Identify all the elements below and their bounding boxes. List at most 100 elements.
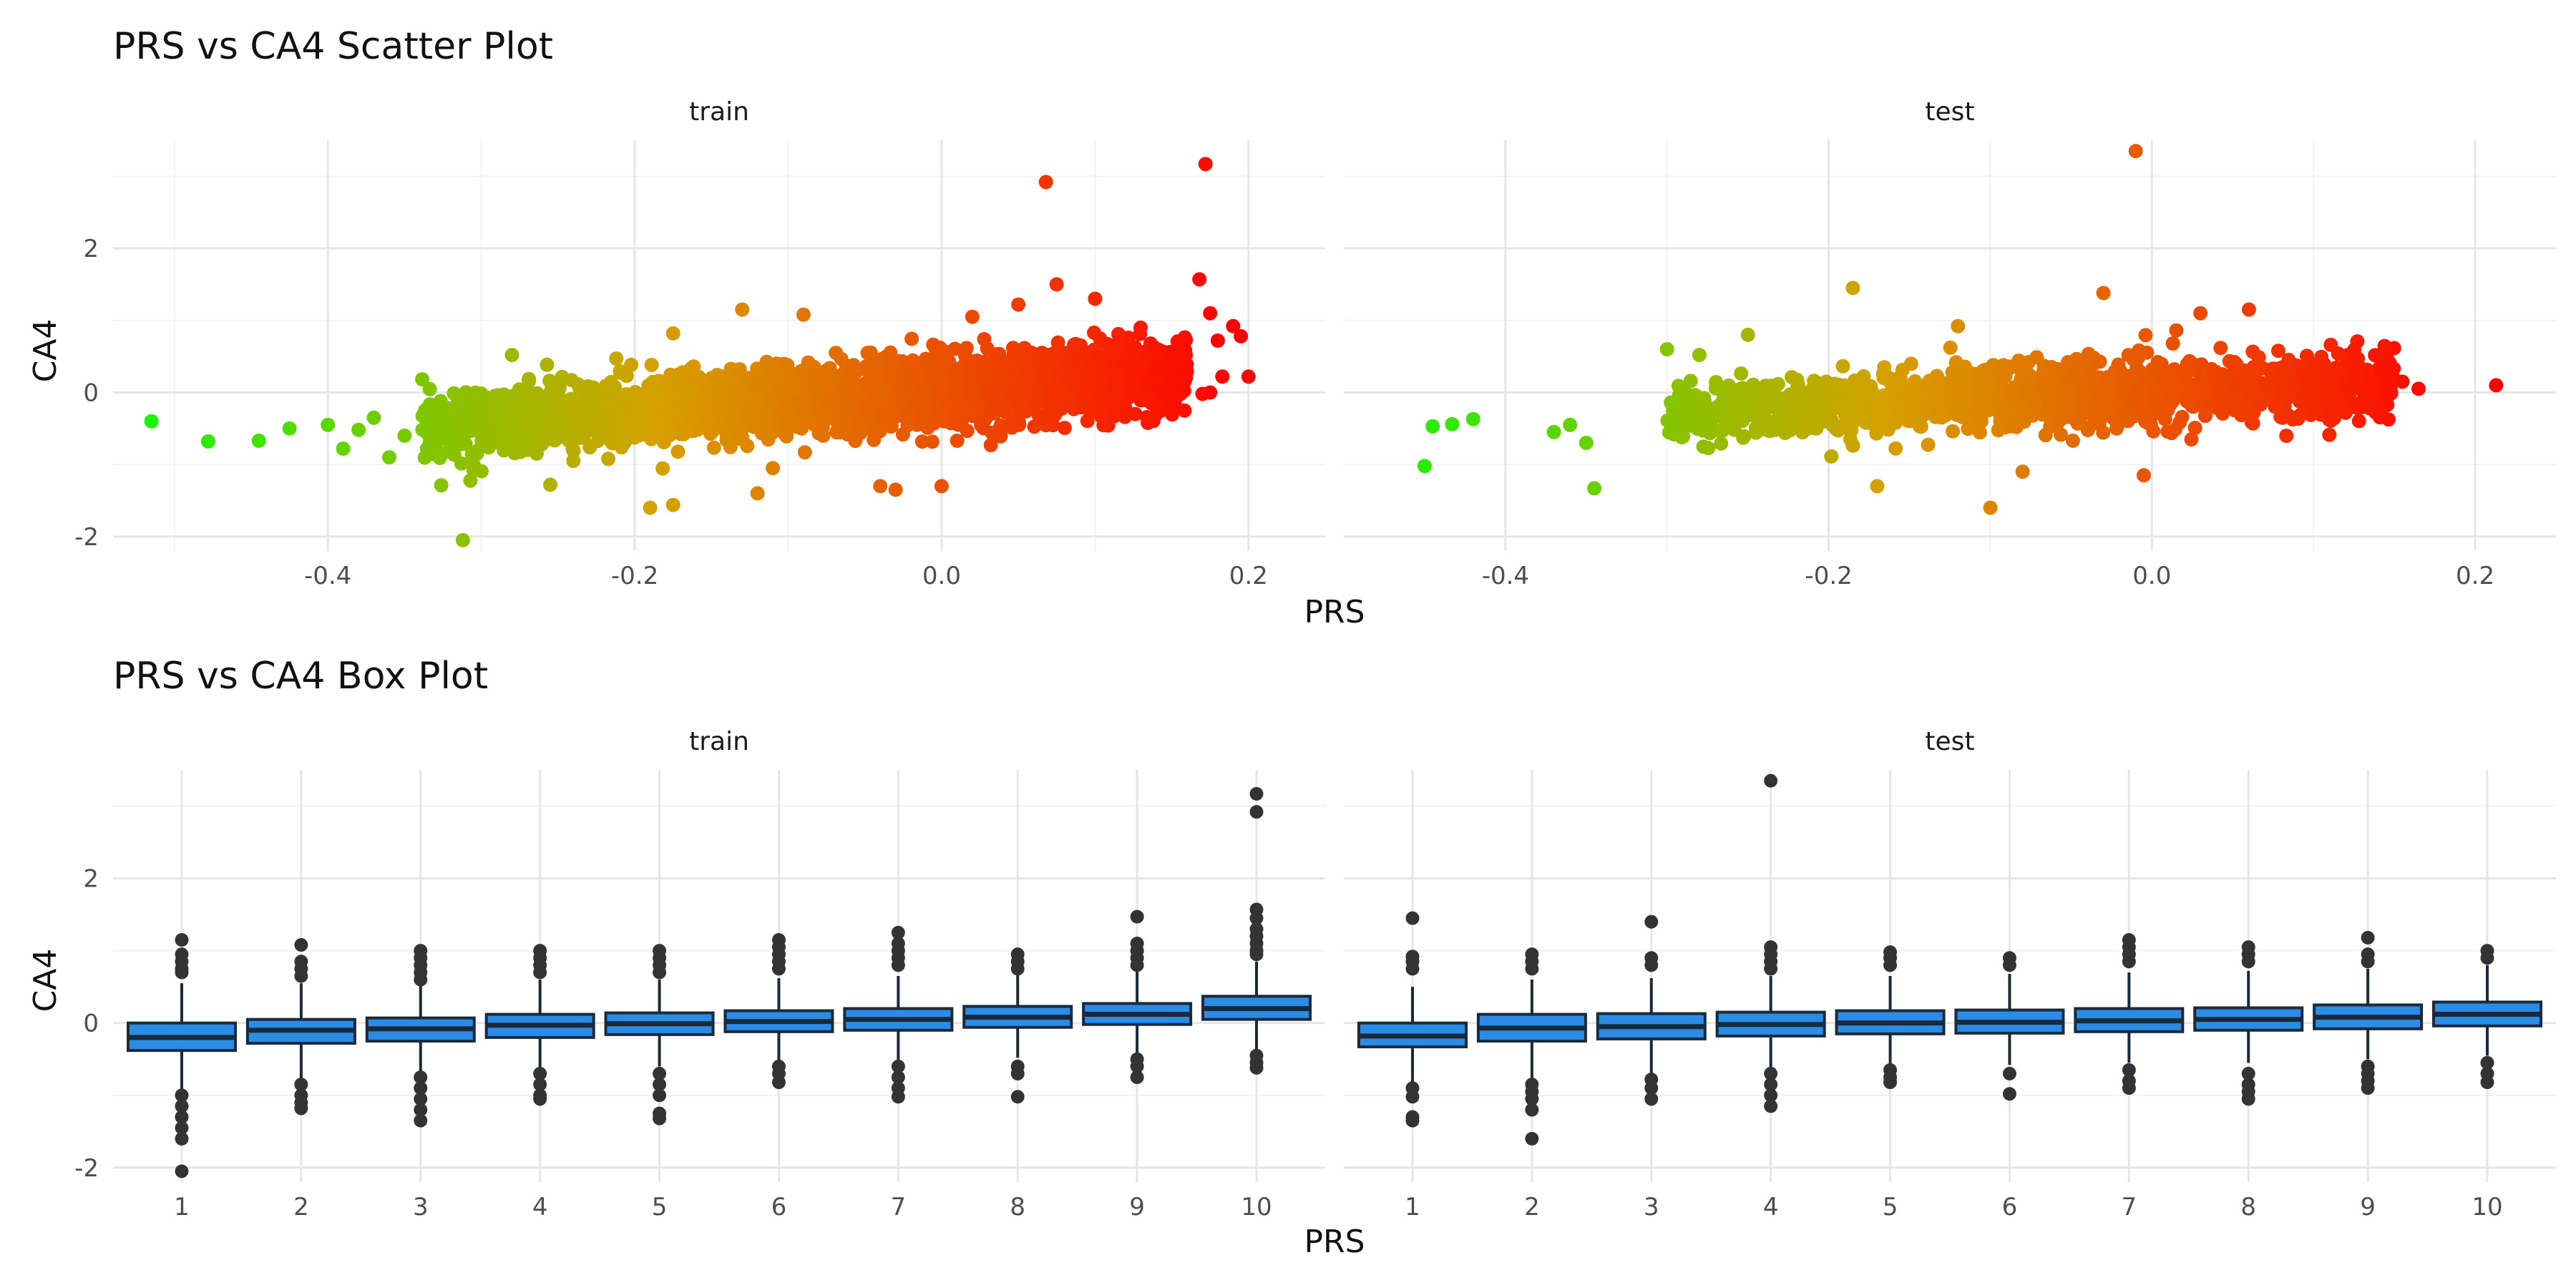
- y-tick-label: -2: [74, 523, 99, 552]
- data-point: [728, 422, 743, 437]
- data-point: [2379, 355, 2394, 370]
- data-point: [829, 346, 844, 361]
- x-tick-label: 7: [891, 1193, 907, 1221]
- data-point: [754, 376, 769, 391]
- data-point: [811, 387, 826, 402]
- x-tick-label: -0.4: [1482, 562, 1529, 590]
- data-point: [2165, 336, 2180, 351]
- data-point: [998, 378, 1013, 393]
- data-point: [1979, 400, 1994, 415]
- box-outlier: [175, 932, 189, 947]
- data-point: [847, 363, 862, 378]
- box-outlier: [175, 1131, 189, 1146]
- data-point: [1792, 394, 1806, 408]
- data-point: [1226, 318, 1241, 333]
- data-point: [1790, 377, 1805, 392]
- box-2: [245, 938, 356, 1116]
- box-y-axis-title: CA4: [27, 949, 64, 1013]
- data-point: [1151, 343, 1166, 357]
- data-point: [433, 394, 448, 409]
- box-outlier: [653, 965, 667, 980]
- data-point: [716, 398, 731, 413]
- box-10: [2432, 944, 2542, 1090]
- data-point: [2007, 380, 2022, 395]
- data-point: [2065, 433, 2080, 448]
- data-point: [662, 404, 677, 419]
- box-outlier: [2241, 955, 2255, 969]
- box-outlier: [1405, 962, 1420, 976]
- data-point: [620, 419, 635, 434]
- data-point: [1241, 369, 1256, 384]
- data-point: [1855, 382, 1870, 397]
- box-outlier: [1644, 914, 1659, 929]
- data-point: [781, 420, 796, 435]
- box-outlier: [1764, 1099, 1778, 1113]
- data-point: [366, 410, 381, 425]
- data-point: [2329, 360, 2344, 375]
- data-point: [1146, 371, 1161, 386]
- data-point: [601, 452, 616, 467]
- box-outlier: [175, 1099, 189, 1113]
- box-7: [843, 925, 954, 1104]
- data-point: [1587, 481, 1602, 496]
- data-point: [1179, 364, 1194, 379]
- data-point: [1780, 406, 1795, 421]
- data-point: [1845, 280, 1860, 296]
- data-point: [1850, 411, 1864, 426]
- data-point: [1838, 416, 1853, 431]
- data-point: [1579, 435, 1594, 450]
- box-outlier: [1764, 774, 1778, 788]
- data-point: [1215, 369, 1230, 384]
- box-outlier: [891, 1070, 905, 1084]
- data-point: [2298, 386, 2313, 401]
- data-point: [645, 427, 660, 442]
- data-point: [2489, 378, 2504, 393]
- data-point: [1170, 334, 1185, 349]
- data-point: [627, 430, 642, 445]
- data-point: [1786, 420, 1801, 435]
- box-outlier: [533, 965, 547, 980]
- data-point: [419, 419, 434, 434]
- box-outlier: [653, 1066, 667, 1080]
- data-point: [497, 443, 512, 458]
- data-point: [2380, 367, 2395, 382]
- box-outlier: [2241, 1092, 2255, 1106]
- scatter-x-axis-title: PRS: [1304, 594, 1365, 630]
- data-point: [2092, 354, 2107, 369]
- data-point: [2152, 404, 2167, 419]
- x-tick-label: 6: [771, 1193, 787, 1221]
- data-point: [2285, 378, 2301, 393]
- data-point: [2268, 399, 2283, 414]
- box-6: [1954, 951, 2065, 1101]
- data-point: [2146, 380, 2161, 395]
- data-point: [1768, 422, 1782, 437]
- data-point: [839, 422, 854, 437]
- data-point: [932, 340, 947, 355]
- data-point: [619, 369, 634, 384]
- data-point: [726, 411, 741, 426]
- box-7: [2074, 932, 2185, 1096]
- data-point: [915, 411, 930, 426]
- facet-strip-label: test: [1925, 727, 1974, 756]
- data-point: [1780, 394, 1795, 408]
- data-point: [1085, 403, 1100, 418]
- data-point: [1062, 398, 1077, 413]
- data-point: [2232, 375, 2247, 390]
- box-outlier: [2002, 1087, 2016, 1101]
- data-point: [1049, 277, 1064, 292]
- box-outlier: [1249, 1060, 1264, 1075]
- x-tick-label: 3: [413, 1193, 429, 1221]
- data-point: [959, 341, 974, 356]
- data-point: [1908, 374, 1923, 389]
- data-point: [763, 365, 778, 379]
- data-point: [2029, 350, 2044, 365]
- data-point: [2241, 386, 2256, 401]
- data-point: [1111, 335, 1126, 350]
- data-point: [1931, 373, 1946, 388]
- data-point: [965, 384, 980, 399]
- box-outlier: [414, 972, 428, 987]
- x-tick-label: -0.4: [304, 562, 351, 590]
- x-tick-label: 8: [2240, 1193, 2256, 1221]
- data-point: [1128, 340, 1143, 355]
- data-point: [914, 434, 930, 449]
